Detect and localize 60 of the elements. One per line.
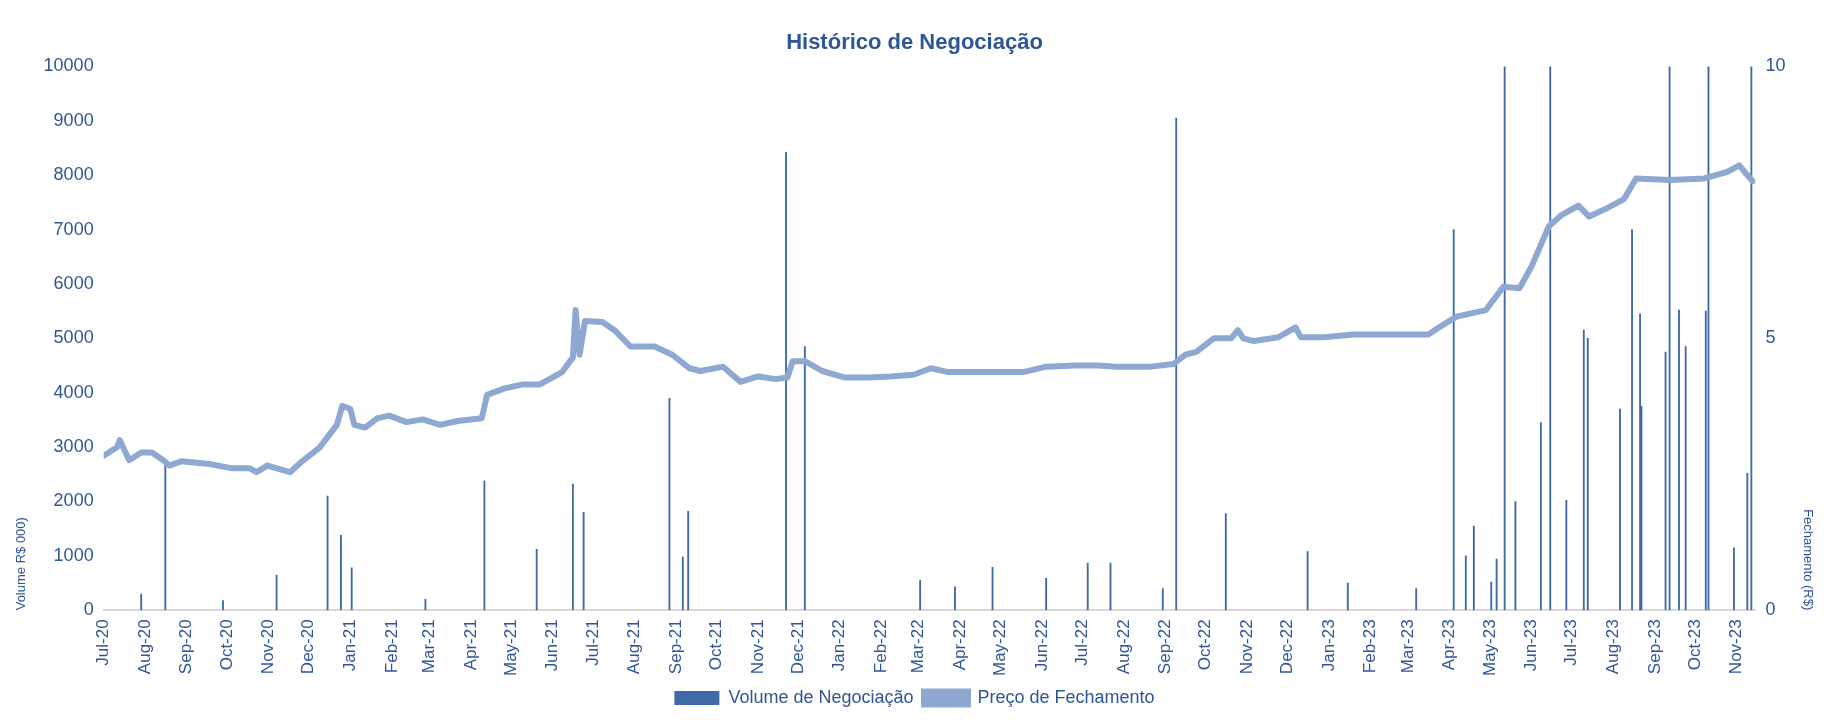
x-tick-label: Feb-21 bbox=[381, 619, 401, 674]
y-tick-label: 1000 bbox=[53, 544, 94, 565]
x-tick-label: Jul-20 bbox=[93, 619, 113, 666]
x-tick-label: Sep-20 bbox=[176, 619, 196, 675]
y-tick-label: 0 bbox=[83, 599, 94, 620]
y-tick-label: 6000 bbox=[53, 272, 94, 293]
x-tick-label: Oct-21 bbox=[706, 619, 726, 671]
x-tick-label: Mar-21 bbox=[419, 619, 439, 674]
x-tick-label: Nov-20 bbox=[258, 619, 278, 675]
y-axis-title: Volume R$ 000) bbox=[13, 517, 29, 611]
x-tick-label: Apr-22 bbox=[950, 619, 970, 671]
x-tick-label: Jan-23 bbox=[1318, 619, 1338, 672]
y-tick-label: 3000 bbox=[53, 436, 94, 457]
x-tick-label: Sep-21 bbox=[665, 619, 685, 675]
x-tick-label: Sep-23 bbox=[1644, 619, 1664, 675]
x-tick-label: Nov-22 bbox=[1236, 619, 1256, 675]
x-tick-label: Feb-23 bbox=[1360, 619, 1380, 674]
x-tick-label: Apr-21 bbox=[460, 619, 480, 671]
x-tick-label: Aug-21 bbox=[624, 619, 644, 675]
legend-label: Volume de Negociação bbox=[728, 686, 914, 707]
x-tick-label: Dec-22 bbox=[1277, 619, 1297, 675]
x-tick-label: May-22 bbox=[990, 619, 1010, 676]
x-tick-label: Sep-22 bbox=[1155, 619, 1175, 675]
x-tick-label: Apr-23 bbox=[1439, 619, 1459, 671]
x-tick-label: May-23 bbox=[1479, 619, 1499, 676]
x-tick-label: Nov-21 bbox=[747, 619, 767, 675]
x-tick-label: Aug-23 bbox=[1602, 619, 1622, 675]
x-tick-label: Jun-21 bbox=[542, 619, 562, 672]
x-tick-label: Dec-21 bbox=[787, 619, 807, 675]
legend-label: Preço de Fechamento bbox=[977, 686, 1155, 707]
x-tick-label: Dec-20 bbox=[298, 619, 318, 675]
x-tick-label: Jun-22 bbox=[1031, 619, 1051, 672]
x-tick-label: Jul-21 bbox=[582, 619, 602, 666]
y-tick-label: 8000 bbox=[53, 164, 94, 185]
x-tick-label: Aug-20 bbox=[134, 619, 154, 675]
y2-tick-label: 10 bbox=[1765, 55, 1786, 76]
x-tick-label: Aug-22 bbox=[1113, 619, 1133, 675]
x-tick-label: Oct-20 bbox=[216, 619, 236, 671]
x-tick-label: Jun-23 bbox=[1521, 619, 1541, 672]
y2-tick-label: 0 bbox=[1765, 599, 1776, 620]
x-tick-label: Jan-22 bbox=[829, 619, 849, 672]
x-tick-label: Mar-22 bbox=[908, 619, 928, 674]
x-tick-label: Jan-21 bbox=[340, 619, 360, 672]
x-tick-label: Mar-23 bbox=[1397, 619, 1417, 674]
x-tick-label: Jul-22 bbox=[1072, 619, 1092, 666]
x-tick-label: Feb-22 bbox=[870, 619, 890, 674]
chart-title: Histórico de Negociação bbox=[786, 29, 1043, 55]
y-tick-label: 5000 bbox=[53, 327, 94, 348]
x-tick-label: May-21 bbox=[500, 619, 520, 676]
x-tick-label: Oct-23 bbox=[1684, 619, 1704, 671]
x-tick-label: Oct-22 bbox=[1195, 619, 1215, 671]
x-tick-label: Nov-23 bbox=[1726, 619, 1746, 675]
y-tick-label: 7000 bbox=[53, 218, 94, 239]
y-tick-label: 4000 bbox=[53, 381, 94, 402]
x-tick-label: Jul-23 bbox=[1561, 619, 1581, 666]
y-tick-label: 10000 bbox=[43, 55, 94, 76]
y-tick-label: 9000 bbox=[53, 109, 94, 130]
y2-tick-label: 5 bbox=[1765, 327, 1776, 348]
y-tick-label: 2000 bbox=[53, 490, 94, 511]
y2-axis-title: Fechamento (R$) bbox=[1800, 509, 1816, 611]
